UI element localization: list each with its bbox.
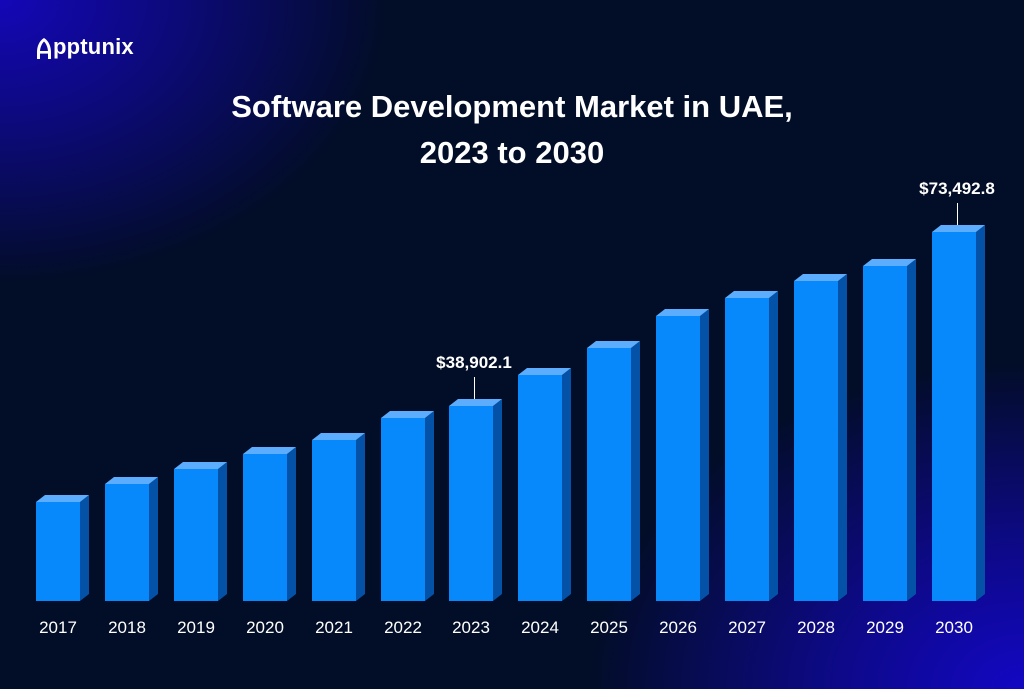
bar-front-face bbox=[312, 440, 356, 601]
x-tick-label: 2029 bbox=[866, 618, 904, 637]
bar-front-face bbox=[725, 298, 769, 601]
apptunix-logo-icon bbox=[37, 38, 51, 59]
bar-front-face bbox=[449, 406, 493, 601]
bar-2029 bbox=[863, 259, 916, 601]
x-tick-label: 2017 bbox=[39, 618, 77, 637]
x-tick-label: 2021 bbox=[315, 618, 353, 637]
bar-2027 bbox=[725, 291, 778, 601]
bar-top-face bbox=[863, 259, 916, 266]
value-annotation: $38,902.1 bbox=[436, 353, 512, 372]
bar-2018 bbox=[105, 477, 158, 601]
bar-2026 bbox=[656, 309, 709, 601]
x-tick-label: 2027 bbox=[728, 618, 766, 637]
bar-side-face bbox=[425, 411, 434, 601]
x-tick-label: 2022 bbox=[384, 618, 422, 637]
annotation-leader-line bbox=[957, 203, 958, 225]
chart-title-line-2: 2023 to 2030 bbox=[419, 135, 605, 170]
bar-top-face bbox=[243, 447, 296, 454]
bar-side-face bbox=[80, 495, 89, 601]
x-tick-label: 2030 bbox=[935, 618, 973, 637]
bar-front-face bbox=[174, 469, 218, 601]
bar-side-face bbox=[493, 399, 502, 601]
x-tick-label: 2020 bbox=[246, 618, 284, 637]
bar-front-face bbox=[36, 502, 80, 601]
bar-side-face bbox=[562, 368, 571, 601]
x-tick-label: 2024 bbox=[521, 618, 559, 637]
bar-front-face bbox=[518, 375, 562, 601]
bar-side-face bbox=[769, 291, 778, 601]
x-tick-label: 2025 bbox=[590, 618, 628, 637]
bar-top-face bbox=[105, 477, 158, 484]
x-tick-label: 2019 bbox=[177, 618, 215, 637]
x-tick-label: 2028 bbox=[797, 618, 835, 637]
chart-title: Software Development Market in UAE, 2023… bbox=[0, 84, 1024, 176]
bar-top-face bbox=[587, 341, 640, 348]
bar-2021 bbox=[312, 433, 365, 601]
bar-2025 bbox=[587, 341, 640, 601]
bar-side-face bbox=[356, 433, 365, 601]
bar-2023 bbox=[449, 399, 502, 601]
bar-front-face bbox=[932, 232, 976, 601]
bar-2020 bbox=[243, 447, 296, 601]
bar-side-face bbox=[218, 462, 227, 601]
bar-front-face bbox=[656, 316, 700, 601]
bar-side-face bbox=[976, 225, 985, 601]
bar-side-face bbox=[700, 309, 709, 601]
bar-2017 bbox=[36, 495, 89, 601]
value-annotation: $73,492.8 bbox=[919, 179, 995, 198]
x-tick-label: 2023 bbox=[452, 618, 490, 637]
bar-top-face bbox=[656, 309, 709, 316]
bar-side-face bbox=[631, 341, 640, 601]
bar-top-face bbox=[725, 291, 778, 298]
bar-side-face bbox=[149, 477, 158, 601]
chart-title-line-1: Software Development Market in UAE, bbox=[231, 89, 793, 124]
x-tick-label: 2026 bbox=[659, 618, 697, 637]
bar-front-face bbox=[587, 348, 631, 601]
bar-front-face bbox=[105, 484, 149, 601]
bar-2024 bbox=[518, 368, 571, 601]
bar-front-face bbox=[794, 281, 838, 601]
bar-2030 bbox=[932, 225, 985, 601]
bar-top-face bbox=[174, 462, 227, 469]
brand-logo: pptunix bbox=[36, 34, 134, 60]
bar-top-face bbox=[449, 399, 502, 406]
bar-side-face bbox=[287, 447, 296, 601]
bar-top-face bbox=[381, 411, 434, 418]
bar-top-face bbox=[932, 225, 985, 232]
bar-2022 bbox=[381, 411, 434, 601]
bar-top-face bbox=[312, 433, 365, 440]
brand-name: pptunix bbox=[53, 34, 134, 59]
bar-side-face bbox=[907, 259, 916, 601]
x-tick-label: 2018 bbox=[108, 618, 146, 637]
annotation-leader-line bbox=[474, 377, 475, 399]
bar-2028 bbox=[794, 274, 847, 601]
bar-front-face bbox=[863, 266, 907, 601]
bar-2019 bbox=[174, 462, 227, 601]
bar-top-face bbox=[518, 368, 571, 375]
bar-top-face bbox=[36, 495, 89, 502]
bar-top-face bbox=[794, 274, 847, 281]
bar-side-face bbox=[838, 274, 847, 601]
bar-front-face bbox=[243, 454, 287, 601]
bar-front-face bbox=[381, 418, 425, 601]
